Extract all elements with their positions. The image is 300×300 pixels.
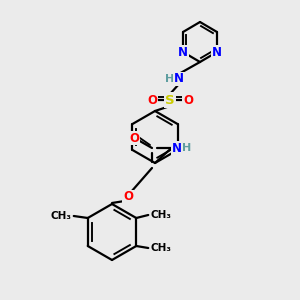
Text: CH₃: CH₃ [51,211,72,221]
Text: N: N [212,46,222,59]
Text: H: H [182,143,192,153]
Text: N: N [172,142,182,154]
Text: N: N [174,73,184,85]
Text: O: O [147,94,157,106]
Text: CH₃: CH₃ [150,243,171,253]
Text: O: O [183,94,193,106]
Text: CH₃: CH₃ [150,210,171,220]
Text: S: S [165,94,175,106]
Text: O: O [129,131,139,145]
Text: H: H [165,74,175,84]
Text: O: O [123,190,133,203]
Text: N: N [178,46,188,59]
